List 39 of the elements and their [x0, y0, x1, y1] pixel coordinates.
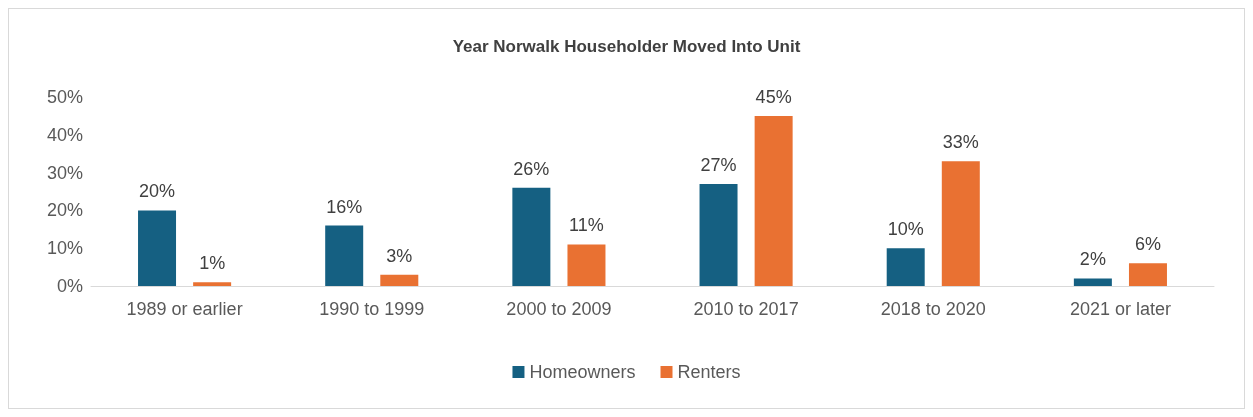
bar [699, 183, 738, 286]
bar [380, 274, 419, 286]
y-tick-label: 30% [46, 162, 83, 183]
data-label: 26% [513, 158, 550, 179]
data-label: 6% [1134, 234, 1161, 255]
data-label: 16% [326, 196, 363, 217]
x-tick-label: 1989 or earlier [126, 299, 243, 319]
bar [325, 225, 364, 286]
data-label: 11% [569, 215, 604, 236]
data-label: 33% [942, 132, 979, 153]
y-tick-label: 20% [46, 200, 83, 221]
data-label: 3% [386, 245, 413, 266]
legend-label: Homeowners [529, 362, 636, 382]
x-tick-label: 1990 to 1999 [319, 299, 425, 319]
bar [1073, 278, 1112, 286]
data-label: 10% [887, 219, 924, 240]
x-tick-label: 2000 to 2009 [506, 299, 612, 319]
bar [941, 161, 980, 286]
data-label: 20% [139, 181, 176, 202]
bar [1128, 263, 1167, 286]
y-tick-label: 50% [46, 87, 83, 107]
bar [193, 282, 232, 286]
y-tick-label: 10% [46, 238, 83, 259]
bar [886, 248, 925, 286]
x-tick-label: 2018 to 2020 [880, 299, 986, 319]
y-tick-label: 40% [46, 124, 83, 145]
data-label: 27% [700, 154, 737, 175]
bar [512, 187, 551, 286]
legend-label: Renters [677, 362, 741, 382]
data-label: 1% [199, 253, 226, 274]
bar [754, 115, 793, 286]
bar [567, 244, 606, 286]
y-tick-label: 0% [56, 276, 83, 296]
data-label: 45% [755, 86, 792, 107]
data-label: 2% [1079, 249, 1106, 270]
x-tick-label: 2010 to 2017 [693, 299, 799, 319]
chart-title: Year Norwalk Householder Moved Into Unit [452, 37, 801, 56]
x-tick-label: 2021 or later [1069, 299, 1171, 319]
bar [138, 210, 177, 286]
